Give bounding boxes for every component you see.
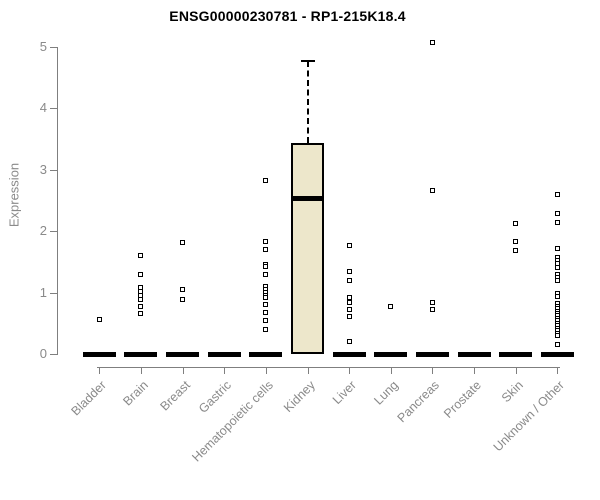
x-axis-tick [99, 368, 101, 374]
data-point [138, 310, 144, 316]
data-point [346, 306, 352, 312]
y-axis-tick [50, 108, 57, 110]
data-point [263, 295, 269, 300]
y-axis-tick-label: 1 [39, 284, 47, 300]
box-iqr [291, 143, 324, 354]
data-point [429, 306, 435, 312]
zero-expression-bar [82, 351, 116, 357]
data-point [429, 299, 435, 305]
data-point [263, 247, 269, 253]
chart-title: ENSG00000230781 - RP1-215K18.4 [169, 8, 406, 24]
zero-expression-bar [124, 351, 158, 357]
data-point [554, 293, 560, 299]
y-axis-tick-label: 4 [39, 100, 47, 116]
x-axis-tick [432, 368, 434, 374]
x-axis-tick [390, 368, 392, 374]
zero-expression-bar [332, 351, 366, 357]
x-axis-tick [474, 368, 476, 374]
zero-expression-bar [540, 351, 574, 357]
x-axis-tick [140, 368, 142, 374]
y-axis-line [57, 47, 58, 355]
zero-expression-bar [499, 351, 533, 357]
y-axis-tick [50, 292, 57, 294]
data-point [263, 301, 269, 307]
zero-expression-bar [166, 351, 200, 357]
data-point [429, 187, 435, 193]
y-axis-tick-label: 5 [39, 39, 47, 54]
y-axis-tick-label: 2 [39, 223, 47, 239]
data-point [554, 245, 560, 251]
data-point [554, 277, 560, 283]
x-axis-tick [515, 368, 517, 374]
box-whisker [306, 60, 309, 144]
y-axis-tick [50, 231, 57, 233]
x-axis-line [97, 367, 560, 368]
data-point [346, 299, 352, 305]
data-point [429, 39, 435, 45]
data-point [138, 252, 144, 258]
data-point [554, 210, 560, 216]
x-axis-tick [307, 368, 309, 374]
data-point [263, 310, 269, 316]
data-point [138, 304, 144, 310]
zero-expression-bar [415, 351, 449, 357]
zero-expression-bar [374, 351, 408, 357]
data-point [554, 191, 560, 197]
data-point [513, 238, 519, 244]
data-point [180, 297, 186, 303]
y-axis-tick [50, 354, 57, 355]
x-axis-tick [349, 368, 351, 374]
x-axis-tick [182, 368, 184, 374]
box-whisker-cap [300, 59, 315, 62]
zero-expression-bar [457, 351, 491, 357]
data-point [346, 277, 352, 283]
x-axis-tick [265, 368, 267, 374]
data-point [346, 295, 352, 300]
y-axis-tick-label: 3 [39, 161, 47, 177]
data-point [346, 314, 352, 320]
x-axis-tick [557, 368, 559, 374]
data-point [513, 248, 519, 254]
box-median-line [293, 195, 322, 201]
data-point [554, 342, 560, 348]
x-axis-tick [224, 368, 226, 374]
data-point [263, 178, 269, 184]
data-point [346, 339, 352, 345]
data-point [346, 243, 352, 249]
data-point [388, 303, 394, 309]
data-point [180, 287, 186, 293]
data-point [554, 220, 560, 226]
data-point [263, 271, 269, 277]
data-point [263, 264, 269, 270]
data-point [96, 317, 102, 323]
data-point [513, 221, 519, 227]
zero-expression-bar [249, 351, 283, 357]
data-point [263, 317, 269, 323]
data-point [138, 271, 144, 277]
data-point [554, 333, 560, 339]
data-point [346, 269, 352, 275]
y-axis-tick [50, 47, 57, 48]
data-point [263, 239, 269, 245]
y-axis-tick-label: 0 [39, 346, 47, 361]
data-point [554, 264, 560, 270]
y-axis-tick [50, 169, 57, 171]
data-point [138, 297, 144, 303]
zero-expression-bar [207, 351, 241, 357]
data-point [263, 326, 269, 332]
data-point [180, 239, 186, 245]
